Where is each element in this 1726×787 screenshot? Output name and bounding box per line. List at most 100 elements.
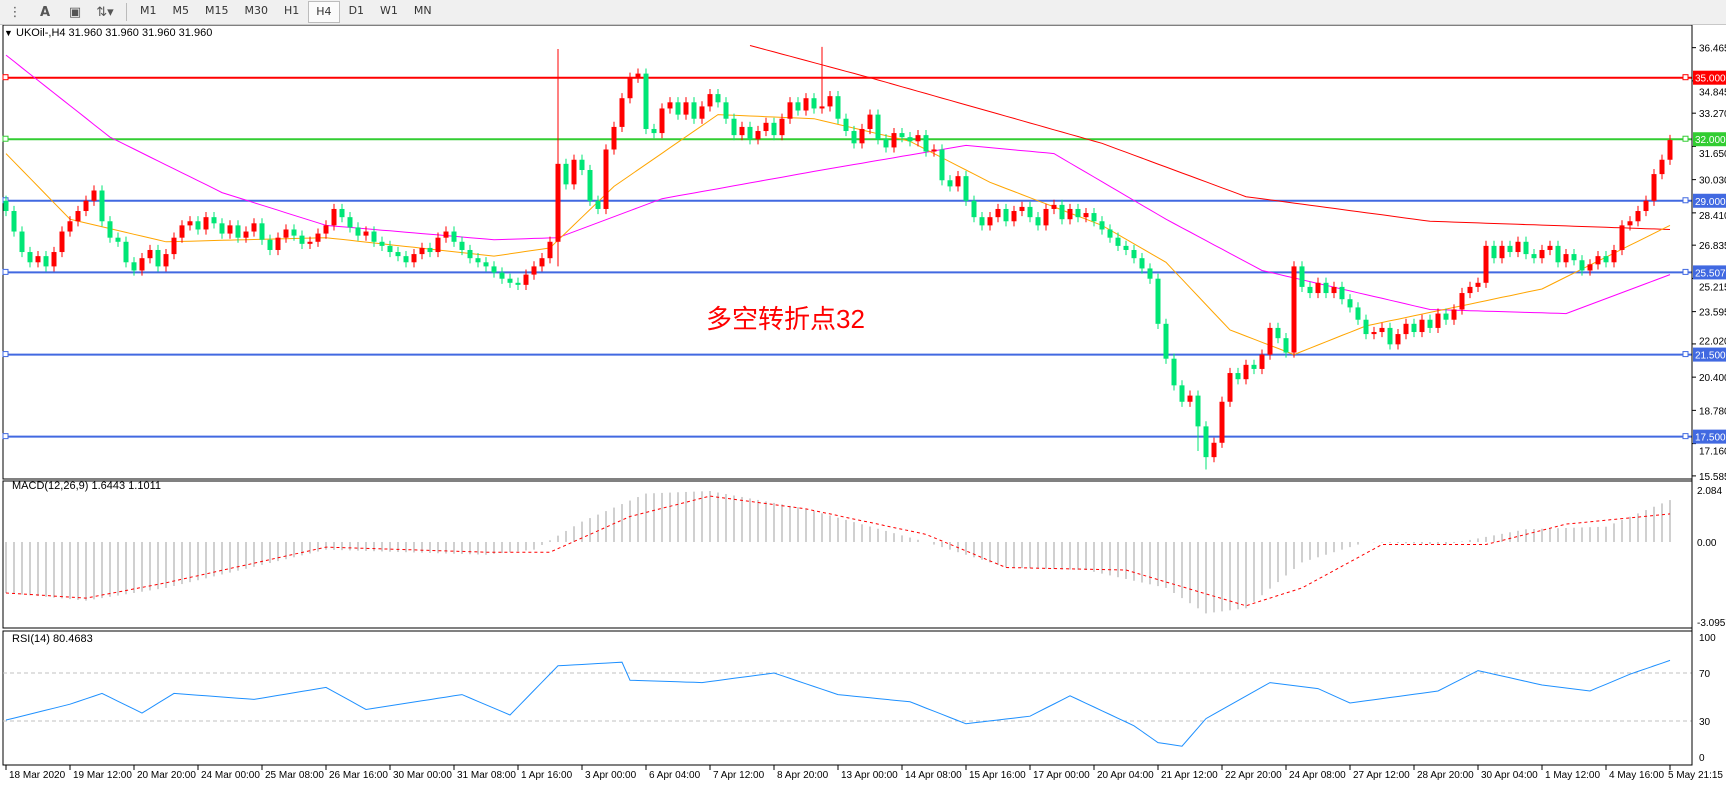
level-handle[interactable] (1682, 268, 1689, 275)
arrows-icon[interactable]: ⇅▾ (96, 4, 114, 20)
time-axis-label: 30 Apr 04:00 (1481, 770, 1538, 781)
candle-body (1611, 249, 1617, 263)
collapse-triangle-icon[interactable]: ▼ (4, 28, 13, 38)
price-axis-label: 26.835 (1699, 241, 1726, 252)
timeframe-m1[interactable]: M1 (140, 4, 157, 17)
candle-body (43, 256, 49, 267)
candle-body (979, 217, 985, 226)
candle-body (1635, 211, 1641, 222)
candle-body (739, 126, 745, 136)
level-handle[interactable] (1682, 351, 1689, 358)
candle-body (579, 159, 585, 170)
timeframe-m15[interactable]: M15 (205, 4, 229, 17)
candle-body (267, 239, 273, 250)
rsi-axis-label: 30 (1699, 717, 1711, 728)
candle-body (491, 266, 497, 273)
level-price-label: 32.000 (1695, 135, 1726, 146)
level-handle[interactable] (1682, 74, 1689, 81)
candle-body (123, 241, 129, 263)
candle-body (715, 94, 721, 103)
level-handle[interactable] (2, 351, 9, 358)
candle-body (867, 114, 873, 129)
macd-axis-label: 0.00 (1697, 538, 1717, 549)
timeframe-mn[interactable]: MN (413, 4, 432, 17)
candle-body (1379, 327, 1385, 333)
level-handle[interactable] (2, 268, 9, 275)
candle-body (1523, 241, 1529, 255)
level-price-tag (1693, 70, 1726, 85)
candle-body (763, 122, 769, 132)
candle-body (1659, 159, 1665, 175)
price-axis-label: 17.160 (1699, 447, 1726, 458)
level-handle[interactable] (1682, 135, 1689, 142)
level-handle[interactable] (1682, 197, 1689, 204)
candle-body (859, 128, 865, 144)
candle-body (1275, 327, 1281, 339)
candle-body (475, 258, 481, 263)
toolbar: ⋮ A ▣ ⇅▾ M1 M5 M15 M30 H1 H4 D1 W1 MN (0, 0, 1726, 25)
candle-body (395, 252, 401, 257)
timeframe-h1[interactable]: H1 (284, 4, 300, 17)
candle-body (235, 225, 241, 238)
candle-body (1067, 208, 1073, 220)
text-box-icon[interactable]: ▣ (68, 4, 82, 20)
candle-body (291, 229, 297, 236)
candle-body (19, 231, 25, 253)
candle-body (875, 114, 881, 140)
time-axis-label: 7 Apr 12:00 (713, 770, 765, 781)
timeframe-h4[interactable]: H4 (308, 1, 340, 23)
candle-body (347, 217, 353, 228)
timeframe-w1[interactable]: W1 (380, 4, 398, 17)
candle-body (1387, 327, 1393, 345)
level-handle[interactable] (1682, 433, 1689, 440)
candle-body (1267, 327, 1273, 355)
candle-body (947, 180, 953, 187)
candle-body (555, 163, 561, 242)
candle-body (1051, 204, 1057, 209)
time-axis-label: 14 Apr 08:00 (905, 770, 962, 781)
level-handle[interactable] (2, 433, 9, 440)
candle-body (819, 106, 825, 109)
text-label-icon[interactable]: A (39, 4, 51, 20)
candle-body (507, 278, 513, 283)
candle-body (467, 249, 473, 259)
candle-body (595, 200, 601, 209)
rsi-panel (3, 659, 1692, 747)
moving-averages (5, 45, 1671, 356)
candle-body (835, 96, 841, 119)
candle-body (1403, 323, 1409, 335)
level-handle[interactable] (2, 74, 9, 81)
time-axis-label: 28 Apr 20:00 (1417, 770, 1474, 781)
timeframe-d1[interactable]: D1 (348, 4, 365, 17)
level-price-label: 21.500 (1695, 351, 1726, 362)
macd-panel (5, 491, 1671, 614)
price-axis-label: 31.650 (1699, 149, 1726, 160)
candle-body (1467, 286, 1473, 294)
chart-header: UKOil-,H4 31.960 31.960 31.960 31.960 (16, 27, 212, 39)
candle-body (51, 252, 57, 267)
candle-body (3, 200, 9, 212)
candle-body (499, 272, 505, 279)
timeframe-m5[interactable]: M5 (172, 4, 190, 17)
chart-area[interactable]: 36.465 34.845 33.270 31.650 30.030 28.410 26.8… (0, 25, 1726, 787)
timeframe-m30[interactable]: M30 (244, 4, 269, 17)
axes: 36.465 34.845 33.270 31.650 30.030 28.410 26.8… (5, 25, 1726, 781)
candle-body (723, 102, 729, 119)
candle-body (547, 241, 553, 259)
candle-body (1603, 256, 1609, 263)
text-list-icon[interactable]: ⋮ (8, 4, 22, 20)
candle-body (515, 282, 521, 285)
level-handle[interactable] (2, 135, 9, 142)
candle-body (771, 122, 777, 136)
candle-body (635, 73, 641, 78)
candle-body (299, 235, 305, 244)
candle-body (283, 229, 289, 238)
candle-body (755, 131, 761, 140)
candle-body (419, 247, 425, 255)
price-axis-label: 18.780 (1699, 406, 1726, 417)
candle-body (355, 227, 361, 236)
candle-body (1195, 395, 1201, 427)
candle-body (1483, 245, 1489, 283)
level-price-tag (1693, 265, 1726, 280)
candle-body (139, 258, 145, 271)
